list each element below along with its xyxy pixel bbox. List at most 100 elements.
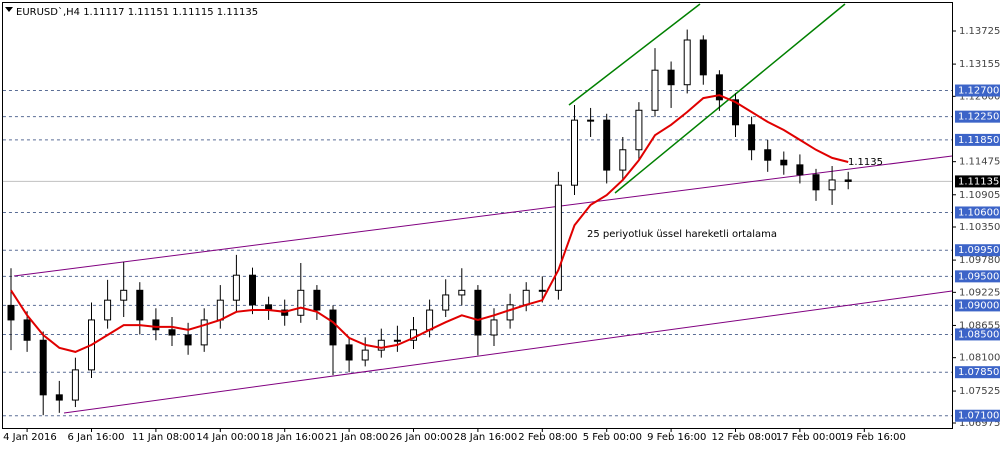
- candle-body: [71, 369, 79, 401]
- channel-line: [13, 155, 953, 277]
- ema-line: [10, 94, 849, 353]
- candle-body: [844, 179, 852, 182]
- candle-body: [490, 319, 498, 336]
- y-tick-label: 1.12600: [959, 91, 1000, 102]
- candle-body: [651, 69, 659, 111]
- x-tick-label: 5 Feb 00:00: [583, 432, 642, 443]
- level-label: 1.11850: [958, 135, 999, 146]
- x-tick-label: 6 Jan 16:00: [68, 432, 125, 443]
- level-box: [955, 299, 1000, 312]
- candle-body: [571, 119, 578, 186]
- candle-body: [667, 69, 675, 86]
- x-tick-label: 26 Jan 00:00: [390, 432, 453, 443]
- candle-body: [748, 124, 756, 151]
- annotation: 25 periyotluk üssel hareketli ortalama: [587, 229, 777, 240]
- candle-body: [297, 289, 305, 316]
- candle-body: [249, 274, 256, 306]
- level-box: [955, 409, 1000, 422]
- candle-body: [410, 329, 417, 341]
- candle-body: [458, 289, 466, 296]
- candle-body: [104, 299, 112, 321]
- level-label: 1.09950: [958, 245, 999, 256]
- level-box: [955, 206, 1000, 219]
- candle-body: [136, 289, 144, 321]
- candle-body: [168, 329, 176, 336]
- candle-body: [442, 294, 450, 311]
- candle-body: [538, 289, 546, 292]
- plot: [7, 29, 852, 416]
- x-tick-label: 4 Jan 2016: [3, 432, 57, 443]
- candle-body: [152, 319, 160, 331]
- candle-body: [683, 39, 691, 86]
- y-tick-label: 1.06975: [959, 418, 1000, 429]
- candle-body: [393, 339, 401, 342]
- y-tick-label: 1.10350: [959, 222, 1000, 233]
- candle-body: [780, 159, 788, 166]
- level-box: [955, 84, 1000, 97]
- menu-arrow[interactable]: [5, 7, 13, 12]
- x-tick-label: 18 Jan 16:00: [261, 432, 324, 443]
- candle-body: [828, 179, 836, 191]
- y-tick-label: 1.08655: [959, 320, 1000, 331]
- candle-body: [603, 119, 611, 171]
- candle-body: [377, 339, 385, 351]
- level-label: 1.09000: [958, 300, 999, 311]
- level-label: 1.07100: [958, 411, 999, 422]
- annotation: 1.1135: [848, 157, 883, 168]
- candle-body: [619, 149, 627, 171]
- y-tick-label: 1.10905: [959, 190, 1000, 201]
- x-tick-label: 21 Jan 08:00: [325, 432, 388, 443]
- trend-line: [568, 3, 701, 106]
- candle-body: [764, 149, 772, 161]
- level-box: [955, 366, 1000, 379]
- y-tick-label: 1.08100: [959, 353, 1000, 364]
- level-label: 1.08500: [958, 329, 999, 340]
- x-tick-label: 17 Feb 00:00: [776, 432, 842, 443]
- plot-frame: [2, 2, 953, 429]
- candle-body: [474, 289, 482, 336]
- candle-body: [39, 339, 47, 396]
- x-tick-label: 14 Jan 00:00: [196, 432, 259, 443]
- channel-line: [63, 290, 953, 414]
- level-box: [955, 270, 1000, 283]
- y-tick-label: 1.13155: [959, 59, 1000, 70]
- candle-body: [329, 309, 337, 346]
- level-label: 1.09500: [958, 271, 999, 282]
- y-tick-label: 1.11475: [959, 157, 1000, 168]
- candle-body: [55, 394, 63, 401]
- candle-body: [796, 164, 804, 176]
- y-tick-label: 1.09780: [959, 255, 1000, 266]
- x-tick-label: 19 Feb 16:00: [840, 432, 906, 443]
- candle-body: [345, 344, 353, 361]
- level-box: [955, 110, 1000, 123]
- level-label: 1.10600: [958, 207, 999, 218]
- y-tick-label: 1.13725: [959, 26, 1000, 37]
- chart-title: EURUSD`,H4 1.11117 1.11151 1.11115 1.111…: [16, 6, 258, 18]
- x-tick-label: 2 Feb 08:00: [518, 432, 577, 443]
- candle-body: [812, 174, 820, 191]
- candle-body: [120, 289, 128, 301]
- level-box: [955, 244, 1000, 257]
- candle-body: [313, 289, 321, 311]
- x-tick-label: 12 Feb 08:00: [712, 432, 778, 443]
- level-box: [955, 133, 1000, 146]
- level-box: [955, 328, 1000, 341]
- x-tick-label: 28 Jan 16:00: [454, 432, 517, 443]
- candle-body: [715, 74, 723, 101]
- candle-body: [587, 119, 595, 122]
- candle-body: [635, 109, 643, 151]
- candle-body: [7, 304, 15, 321]
- level-label: 1.12250: [958, 112, 999, 123]
- x-tick-label: 9 Feb 16:00: [647, 432, 706, 443]
- price-label: 1.11135: [958, 176, 999, 187]
- candle-body: [732, 99, 739, 126]
- candle-body: [216, 299, 224, 321]
- candle-body: [699, 39, 707, 76]
- candle-body: [23, 319, 31, 341]
- candle-body: [184, 334, 192, 346]
- candle-body: [554, 184, 562, 291]
- level-label: 1.12700: [958, 86, 999, 97]
- candle-body: [426, 309, 434, 331]
